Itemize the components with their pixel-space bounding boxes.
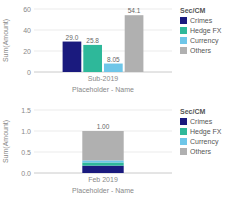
grid-line [34, 30, 172, 31]
legend-label: Others [190, 47, 212, 54]
chart-panel: 0 20 40 60 Sub-2019 Placeholder - Name Sum(Amo… [2, 6, 222, 94]
bar [63, 42, 82, 72]
bar [125, 15, 144, 72]
data-label: 25.8 [86, 37, 99, 44]
bar-segment [82, 166, 123, 173]
bar-segment [82, 163, 123, 166]
legend-label: Crimes [190, 118, 213, 125]
legend-label: Currency [190, 37, 219, 45]
grid-line [34, 51, 172, 52]
bar-segment [82, 131, 123, 160]
data-label: 8.05 [107, 56, 120, 63]
grid-line [34, 9, 172, 10]
bar [104, 64, 123, 72]
x-tick-label: Feb 2019 [88, 176, 118, 183]
legend-label: Hedge FX [190, 27, 222, 35]
y-tick-label: 40 [23, 27, 31, 34]
y-tick-label: 1.5 [21, 107, 31, 114]
marks [82, 131, 123, 173]
legend-label: Hedge FX [190, 128, 222, 136]
grid-line [34, 72, 172, 73]
figure: 0 20 40 60 Sub-2019 Placeholder - Name Sum(Amo… [0, 0, 248, 202]
data-label: 54.1 [128, 7, 141, 14]
y-axis-label: Sum(Amount) [2, 19, 10, 62]
legend: Sec/CM Crimes Hedge FX Currency Others [180, 7, 222, 54]
chart-panel: 0.0 0.5 1.0 1.5 Feb 2019 Placeholder - Name Su… [2, 107, 222, 195]
data-label: 29.0 [66, 34, 79, 41]
marks [63, 15, 144, 72]
y-tick-label: 60 [23, 6, 31, 13]
bar-segment [82, 160, 123, 162]
y-tick-label: 20 [23, 48, 31, 55]
legend-swatch [180, 118, 187, 125]
legend-label: Crimes [190, 17, 213, 24]
y-tick-label: 0.5 [21, 149, 31, 156]
grid-line [34, 110, 172, 111]
bar [83, 45, 102, 72]
y-axis-label: Sum(Amount) [2, 120, 10, 163]
y-tick-label: 0 [27, 69, 31, 76]
x-tick-label: Sub-2019 [88, 75, 118, 82]
legend-title: Sec/CM [180, 108, 205, 115]
legend-swatch [180, 128, 187, 135]
labels: 1.00 [97, 123, 110, 130]
legend-label: Others [190, 148, 212, 155]
legend-title: Sec/CM [180, 7, 205, 14]
x-axis-label: Placeholder - Name [72, 187, 134, 194]
legend-swatch [180, 47, 187, 54]
x-axis-label: Placeholder - Name [72, 86, 134, 93]
labels: 29.0 25.8 8.05 54.1 [66, 7, 141, 62]
legend-swatch [180, 17, 187, 24]
annotation: 1.00 [97, 123, 110, 130]
legend-swatch [180, 138, 187, 145]
legend: Sec/CM Crimes Hedge FX Currency Others [180, 108, 222, 155]
legend-swatch [180, 27, 187, 34]
legend-swatch [180, 37, 187, 44]
y-tick-label: 1.0 [21, 128, 31, 135]
legend-label: Currency [190, 138, 219, 146]
y-tick-label: 0.0 [21, 170, 31, 177]
legend-swatch [180, 148, 187, 155]
x-axis-line [34, 72, 172, 73]
